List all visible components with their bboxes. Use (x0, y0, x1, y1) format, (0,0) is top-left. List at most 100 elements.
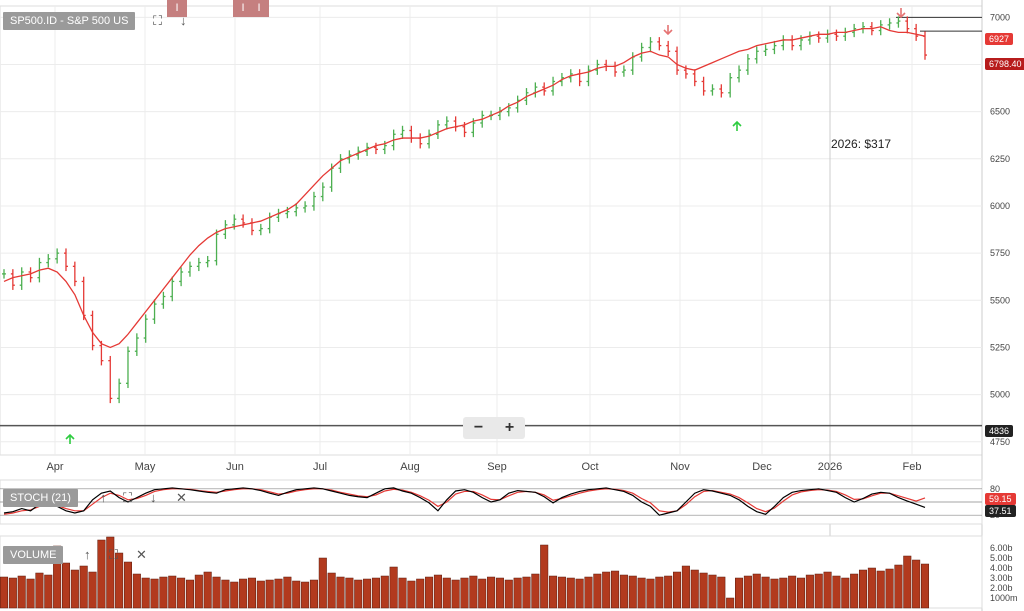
date-tick-label: Aug (400, 461, 420, 473)
stochastic-panel: 205080 (0, 479, 1000, 525)
volume-bar (44, 574, 53, 609)
price-bar (303, 201, 308, 213)
up-arrow-icon[interactable]: ↑ (84, 547, 91, 562)
down-arrow-icon[interactable]: ↓ (150, 490, 157, 505)
price-bar (143, 314, 148, 343)
moving-average-line (3, 26, 926, 349)
signal-arrow-icon (663, 25, 673, 36)
volume-bar (141, 577, 150, 609)
price-bar (639, 42, 644, 62)
price-bar (99, 340, 104, 366)
volume-bar (708, 574, 717, 609)
price-bar (108, 355, 113, 404)
year-annotation: 2026: $317 (831, 137, 892, 151)
price-bar (657, 37, 662, 51)
volume-bar (345, 577, 354, 609)
signal-arrow-icon (65, 433, 75, 444)
symbol-label[interactable]: SP500.ID - S&P 500 US (3, 12, 136, 30)
volume-bar (770, 578, 779, 609)
volume-bar (265, 579, 274, 609)
volume-bar (495, 577, 504, 609)
price-bar (170, 276, 175, 302)
price-tick-label: 6500 (990, 107, 1010, 117)
price-tick-label: 5750 (990, 248, 1010, 258)
volume-bar (646, 578, 655, 609)
price-bar (905, 16, 910, 34)
stoch-label[interactable]: STOCH (21) (3, 489, 78, 507)
volume-bar (832, 575, 841, 609)
zoom-in-button[interactable]: + (504, 419, 515, 436)
price-bar (692, 69, 697, 87)
volume-bar (301, 581, 310, 609)
volume-bar (256, 580, 265, 609)
volume-bar (247, 577, 256, 609)
volume-tick-label: 2.00b (990, 583, 1013, 593)
volume-bar (788, 575, 797, 609)
volume-bar (239, 578, 248, 609)
volume-bar (611, 570, 620, 609)
volume-bar (797, 577, 806, 609)
price-bar (223, 220, 228, 239)
price-bar (754, 46, 759, 64)
volume-bar (637, 577, 646, 609)
volume-bar (805, 574, 814, 609)
price-bar (320, 182, 325, 202)
close-icon[interactable]: ✕ (176, 490, 187, 505)
zoom-out-button[interactable]: − (473, 419, 484, 436)
price-bar (400, 125, 405, 140)
price-bar (311, 191, 316, 211)
signal-arrow-icon (732, 120, 742, 131)
down-arrow-icon[interactable]: ↓ (180, 13, 187, 28)
arrow-head (732, 120, 742, 127)
price-bar (196, 257, 201, 272)
volume-bar (478, 578, 487, 609)
price-bar (214, 229, 219, 266)
volume-bar (17, 575, 26, 609)
volume-bar (185, 579, 194, 609)
up-arrow-icon[interactable]: ↑ (100, 490, 107, 505)
volume-bar (283, 576, 292, 609)
volume-label[interactable]: VOLUME (3, 546, 64, 564)
close-icon[interactable]: ✕ (136, 547, 147, 562)
volume-tick-label: 5.00b (990, 553, 1013, 563)
price-tick-label: 5250 (990, 342, 1010, 352)
volume-bar (97, 539, 106, 609)
stoch-k-line (3, 487, 926, 516)
bar-toggle-icon-2[interactable]: I (233, 0, 253, 17)
volume-bar (433, 574, 442, 609)
bar-toggle-icon[interactable]: I (167, 0, 187, 17)
volume-bar (336, 576, 345, 609)
signal-arrow-icon (896, 8, 906, 19)
volume-bar (522, 576, 531, 609)
price-bar (878, 20, 883, 36)
volume-bar (8, 577, 17, 609)
price-tick-label: 5000 (990, 390, 1010, 400)
arrow-head (663, 29, 673, 36)
price-bar (586, 65, 591, 87)
volume-bar (274, 578, 283, 609)
price-bar (648, 37, 653, 53)
price-tick-label: 5500 (990, 295, 1010, 305)
volume-bar (743, 575, 752, 609)
moving-average (3, 26, 926, 349)
expand-icon[interactable]: ⛶ (153, 13, 163, 28)
stoch-tick-label: 80 (990, 484, 1000, 494)
volume-bar (416, 578, 425, 609)
price-tick-label: 4750 (990, 437, 1010, 447)
volume-bar (699, 572, 708, 609)
expand-icon[interactable]: ⛶ (123, 490, 133, 505)
price-bar (427, 129, 432, 149)
volume-tick-label: 1000m (990, 593, 1018, 603)
price-bar (701, 76, 706, 96)
price-bar (435, 120, 440, 140)
bar-toggle-icon-3[interactable]: I (249, 0, 269, 17)
price-bar (816, 31, 821, 43)
expand-icon[interactable]: ⛶ (109, 547, 119, 562)
volume-bar (575, 578, 584, 609)
volume-bar (850, 573, 859, 609)
date-tick-label: 2026 (818, 461, 842, 473)
volume-bar (354, 579, 363, 609)
volume-bar (26, 578, 35, 609)
